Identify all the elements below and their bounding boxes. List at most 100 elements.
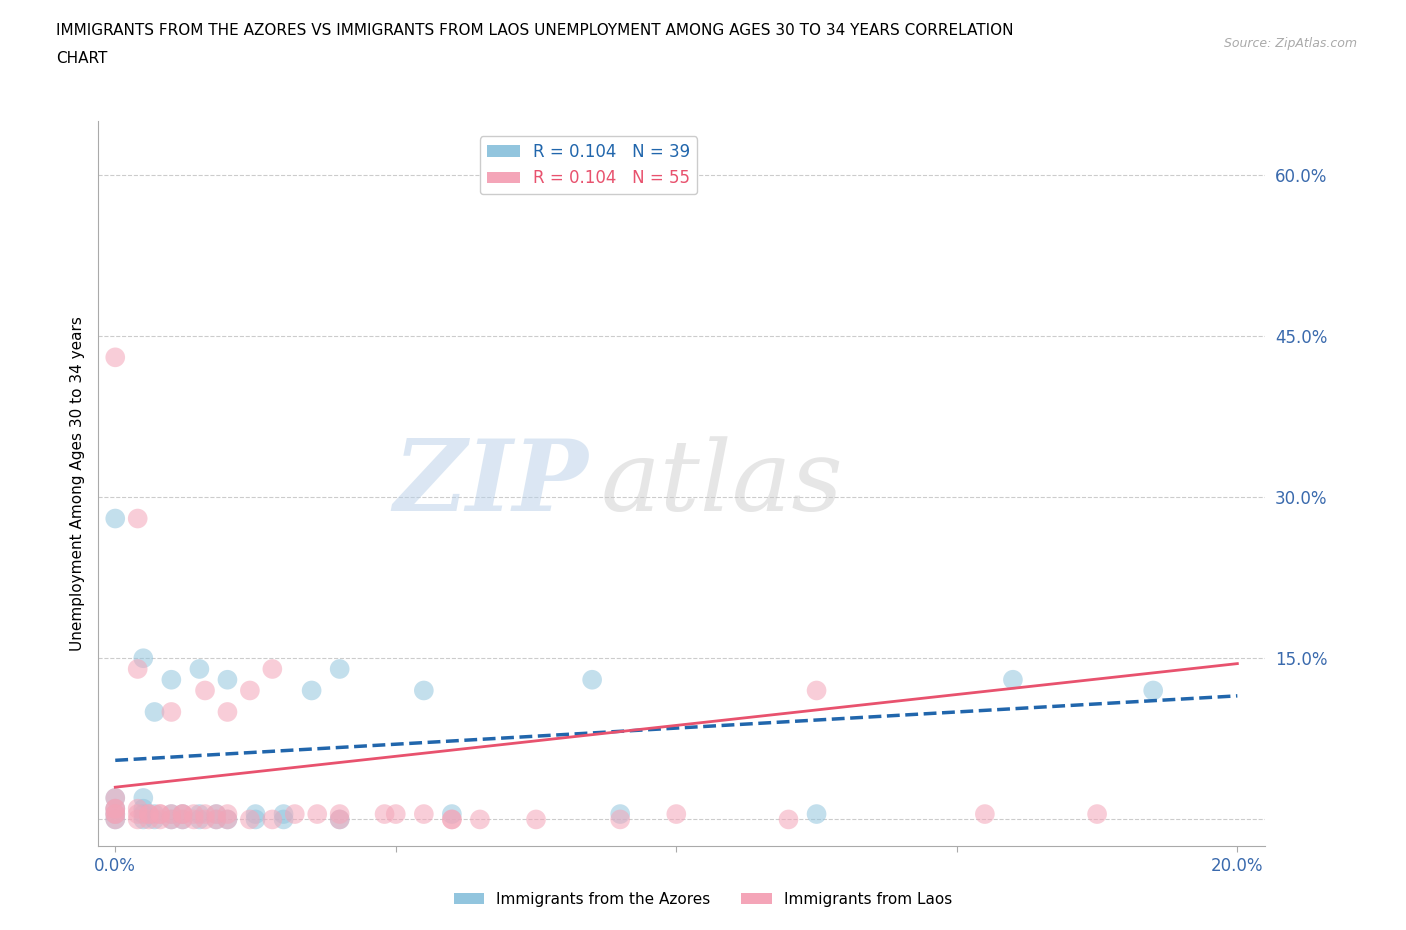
Point	[1001, 672, 1024, 687]
Point	[194, 812, 217, 827]
Point	[127, 512, 149, 526]
Point	[239, 683, 262, 698]
Point	[665, 806, 688, 821]
Point	[104, 790, 127, 805]
Point	[262, 661, 284, 676]
Point	[132, 790, 155, 805]
Point	[217, 705, 239, 720]
Point	[188, 661, 211, 676]
Point	[217, 672, 239, 687]
Point	[104, 512, 127, 526]
Point	[138, 806, 160, 821]
Point	[609, 806, 631, 821]
Point	[172, 812, 194, 827]
Point	[104, 802, 127, 817]
Point	[412, 806, 434, 821]
Point	[205, 812, 228, 827]
Point	[104, 806, 127, 821]
Point	[104, 802, 127, 817]
Point	[172, 806, 194, 821]
Point	[440, 812, 463, 827]
Text: atlas: atlas	[600, 436, 844, 531]
Point	[160, 812, 183, 827]
Point	[307, 806, 329, 821]
Point	[262, 812, 284, 827]
Point	[104, 812, 127, 827]
Point	[172, 806, 194, 821]
Point	[160, 806, 183, 821]
Point	[1142, 683, 1164, 698]
Point	[973, 806, 995, 821]
Point	[132, 651, 155, 666]
Point	[778, 812, 800, 827]
Point	[149, 806, 172, 821]
Point	[149, 812, 172, 827]
Point	[143, 812, 166, 827]
Point	[284, 806, 307, 821]
Point	[132, 812, 155, 827]
Point	[239, 812, 262, 827]
Point	[384, 806, 406, 821]
Text: Source: ZipAtlas.com: Source: ZipAtlas.com	[1223, 37, 1357, 50]
Point	[104, 806, 127, 821]
Point	[160, 812, 183, 827]
Point	[581, 672, 603, 687]
Point	[329, 661, 352, 676]
Point	[217, 812, 239, 827]
Point	[104, 790, 127, 805]
Point	[205, 806, 228, 821]
Point	[217, 806, 239, 821]
Legend: R = 0.104   N = 39, R = 0.104   N = 55: R = 0.104 N = 39, R = 0.104 N = 55	[479, 137, 697, 194]
Point	[524, 812, 547, 827]
Point	[132, 806, 155, 821]
Point	[217, 812, 239, 827]
Point	[205, 806, 228, 821]
Point	[183, 812, 205, 827]
Y-axis label: Unemployment Among Ages 30 to 34 years: Unemployment Among Ages 30 to 34 years	[69, 316, 84, 651]
Point	[194, 806, 217, 821]
Point	[609, 812, 631, 827]
Point	[183, 806, 205, 821]
Point	[245, 812, 267, 827]
Point	[188, 812, 211, 827]
Point	[172, 806, 194, 821]
Point	[138, 806, 160, 821]
Point	[132, 802, 155, 817]
Point	[440, 806, 463, 821]
Text: IMMIGRANTS FROM THE AZORES VS IMMIGRANTS FROM LAOS UNEMPLOYMENT AMONG AGES 30 TO: IMMIGRANTS FROM THE AZORES VS IMMIGRANTS…	[56, 23, 1014, 38]
Point	[104, 806, 127, 821]
Point	[138, 812, 160, 827]
Point	[440, 812, 463, 827]
Point	[329, 806, 352, 821]
Point	[245, 806, 267, 821]
Point	[806, 806, 828, 821]
Point	[160, 705, 183, 720]
Point	[301, 683, 323, 698]
Point	[143, 806, 166, 821]
Point	[143, 705, 166, 720]
Point	[127, 812, 149, 827]
Point	[127, 661, 149, 676]
Point	[412, 683, 434, 698]
Point	[194, 683, 217, 698]
Point	[188, 806, 211, 821]
Point	[104, 802, 127, 817]
Point	[160, 672, 183, 687]
Text: ZIP: ZIP	[394, 435, 589, 532]
Point	[149, 806, 172, 821]
Point	[104, 350, 127, 365]
Text: CHART: CHART	[56, 51, 108, 66]
Point	[273, 806, 295, 821]
Point	[205, 812, 228, 827]
Point	[160, 806, 183, 821]
Legend: Immigrants from the Azores, Immigrants from Laos: Immigrants from the Azores, Immigrants f…	[447, 886, 959, 913]
Point	[1085, 806, 1108, 821]
Point	[127, 806, 149, 821]
Point	[468, 812, 491, 827]
Point	[273, 812, 295, 827]
Point	[172, 812, 194, 827]
Point	[806, 683, 828, 698]
Point	[329, 812, 352, 827]
Point	[104, 812, 127, 827]
Point	[329, 812, 352, 827]
